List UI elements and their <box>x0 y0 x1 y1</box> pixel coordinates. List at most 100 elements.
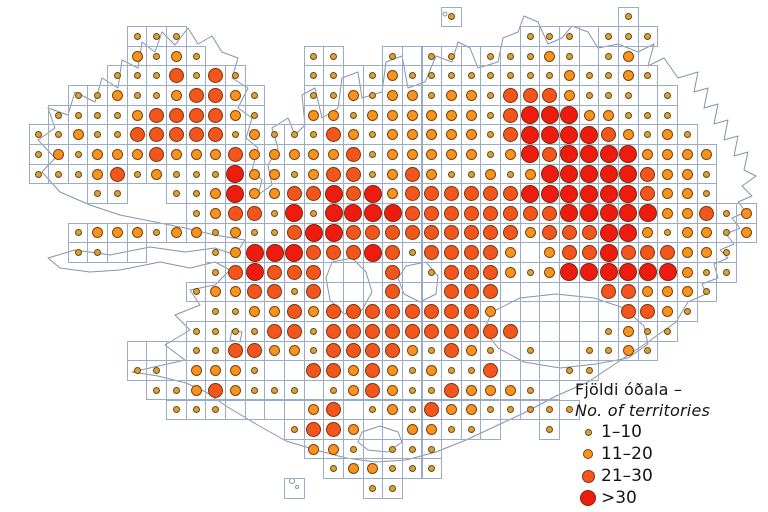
territory-dot <box>561 225 577 241</box>
territory-dot <box>245 263 264 282</box>
grid-cell <box>185 379 207 401</box>
territory-dot <box>330 72 338 80</box>
grid-cell <box>283 320 305 342</box>
grid-cell <box>735 203 757 224</box>
territory-dot <box>408 386 416 394</box>
grid-cell <box>244 340 266 362</box>
grid-cell <box>342 458 364 480</box>
territory-dot <box>290 131 298 139</box>
grid-cell <box>342 320 364 342</box>
territory-dot <box>502 186 518 202</box>
grid-cell <box>323 419 344 440</box>
grid-cell <box>401 419 423 440</box>
grid-cell <box>637 124 659 146</box>
territory-dot <box>624 32 632 40</box>
grid-cell <box>676 203 698 224</box>
grid-cell <box>382 281 403 303</box>
grid-cell <box>460 281 482 303</box>
grid-cell <box>323 360 344 381</box>
legend-title-english: No. of territories <box>575 401 711 420</box>
territory-dot <box>74 229 82 237</box>
grid-cell <box>598 26 619 47</box>
territory-dot <box>212 170 220 178</box>
territory-dot <box>308 306 320 318</box>
grid-cell <box>519 222 541 244</box>
territory-dot <box>226 184 245 203</box>
grid-cell <box>362 261 384 283</box>
territory-dot <box>426 148 438 160</box>
grid-cell <box>519 281 541 303</box>
grid-cell <box>126 85 148 106</box>
territory-dot <box>487 150 495 158</box>
territory-dot <box>644 32 652 40</box>
territory-dot <box>485 384 497 396</box>
grid-cell <box>460 163 482 185</box>
grid-cell <box>283 340 305 362</box>
grid-cell <box>559 203 580 224</box>
territory-dot <box>192 327 200 335</box>
territory-dot <box>52 148 64 160</box>
territory-dot <box>389 52 396 60</box>
grid-cell <box>244 261 266 283</box>
territory-dot <box>267 323 283 339</box>
grid-cell <box>244 85 266 106</box>
territory-dot <box>369 484 377 492</box>
grid-cell <box>342 340 364 362</box>
grid-cell <box>342 222 364 244</box>
territory-dot <box>580 184 598 203</box>
grid-cell <box>264 281 285 303</box>
grid-cell <box>283 222 305 244</box>
territory-dot <box>369 150 377 158</box>
territory-dot <box>249 148 261 160</box>
grid-cell <box>323 183 344 204</box>
territory-dot <box>483 323 499 339</box>
territory-dot <box>662 286 674 298</box>
territory-dot <box>326 421 342 437</box>
territory-dot <box>310 91 318 99</box>
territory-dot <box>404 205 420 221</box>
territory-dot <box>522 87 538 103</box>
grid-cell <box>166 360 187 381</box>
territory-dot <box>601 127 617 143</box>
territory-dot <box>605 52 613 60</box>
territory-dot <box>605 347 613 355</box>
grid-cell <box>480 242 502 263</box>
territory-dot <box>310 209 318 217</box>
grid-cell <box>539 222 561 244</box>
grid-cell <box>323 163 344 185</box>
grid-cell <box>362 438 384 460</box>
grid-cell <box>146 144 168 165</box>
grid-cell <box>598 222 619 244</box>
grid-cell <box>578 222 600 244</box>
territory-dot <box>385 264 400 280</box>
grid-cell <box>107 65 128 87</box>
territory-dot <box>465 345 477 357</box>
grid-cell <box>421 104 443 126</box>
grid-cell <box>244 379 266 401</box>
grid-cell <box>205 203 226 224</box>
grid-cell <box>146 124 168 146</box>
grid-cell <box>205 65 226 87</box>
territory-dot <box>109 166 125 182</box>
territory-dot <box>504 384 516 396</box>
grid-cell <box>559 45 580 67</box>
legend-dot-wrap <box>575 469 601 483</box>
grid-cell <box>48 144 69 165</box>
grid-cell <box>362 104 384 126</box>
territory-dot <box>502 205 518 221</box>
grid-cell <box>185 360 207 381</box>
grid-cell <box>480 379 502 401</box>
grid-cell <box>166 222 187 244</box>
territory-dot <box>542 225 558 241</box>
grid-cell <box>539 379 561 401</box>
grid-cell <box>323 144 344 165</box>
grid-cell <box>126 124 148 146</box>
grid-cell <box>264 203 285 224</box>
territory-dot <box>345 245 361 261</box>
grid-cell <box>303 340 325 362</box>
grid-cell <box>342 399 364 421</box>
grid-cell <box>480 222 502 244</box>
grid-cell <box>401 438 423 460</box>
grid-cell <box>205 261 226 283</box>
territory-dot <box>113 111 121 119</box>
